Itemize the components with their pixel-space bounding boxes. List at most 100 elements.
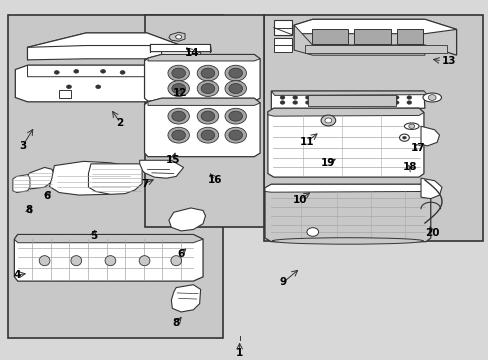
Polygon shape (267, 108, 423, 116)
Circle shape (167, 81, 189, 96)
Polygon shape (171, 285, 200, 312)
Text: 12: 12 (172, 88, 186, 98)
Polygon shape (420, 126, 439, 146)
Polygon shape (267, 108, 423, 177)
Circle shape (280, 101, 285, 104)
Circle shape (306, 228, 318, 236)
Circle shape (197, 65, 218, 81)
Polygon shape (148, 54, 260, 61)
Polygon shape (294, 19, 456, 34)
Text: 8: 8 (25, 206, 33, 216)
Circle shape (228, 84, 242, 94)
Circle shape (197, 108, 218, 124)
Polygon shape (14, 234, 203, 281)
Circle shape (368, 96, 373, 99)
Circle shape (427, 95, 435, 100)
Circle shape (197, 127, 218, 143)
Polygon shape (144, 54, 260, 101)
Circle shape (201, 111, 214, 121)
Ellipse shape (272, 238, 423, 244)
Ellipse shape (422, 93, 441, 102)
Polygon shape (161, 48, 200, 56)
Text: 7: 7 (141, 179, 148, 189)
Polygon shape (294, 25, 424, 55)
Ellipse shape (404, 123, 418, 130)
Circle shape (325, 118, 331, 123)
Circle shape (171, 130, 185, 140)
Polygon shape (140, 160, 183, 178)
Circle shape (171, 111, 185, 121)
Text: 19: 19 (321, 158, 335, 168)
Polygon shape (168, 208, 205, 231)
Polygon shape (271, 91, 427, 95)
Circle shape (330, 96, 335, 99)
Circle shape (305, 96, 310, 99)
Bar (59, 90, 71, 98)
Bar (8, 15, 222, 338)
Circle shape (167, 127, 189, 143)
Polygon shape (13, 175, 30, 193)
Circle shape (228, 130, 242, 140)
Polygon shape (27, 33, 185, 60)
Bar (305, 45, 446, 53)
Polygon shape (271, 91, 424, 109)
Polygon shape (152, 69, 207, 87)
Bar (353, 29, 390, 44)
Circle shape (406, 96, 411, 99)
Bar (144, 15, 264, 226)
Text: 16: 16 (207, 175, 222, 185)
Polygon shape (88, 164, 142, 194)
Polygon shape (168, 32, 184, 41)
Circle shape (292, 96, 297, 99)
Circle shape (280, 96, 285, 99)
Polygon shape (144, 98, 260, 157)
Polygon shape (14, 234, 203, 243)
Text: 13: 13 (441, 56, 456, 66)
Bar (311, 29, 347, 44)
Text: 6: 6 (177, 248, 184, 258)
Text: 8: 8 (172, 319, 180, 328)
Bar (264, 15, 483, 241)
Circle shape (96, 85, 101, 89)
Circle shape (120, 71, 125, 74)
Circle shape (292, 101, 297, 104)
Text: 6: 6 (43, 191, 51, 201)
Circle shape (101, 69, 105, 73)
Circle shape (74, 69, 79, 73)
Text: 10: 10 (292, 195, 306, 205)
Bar (396, 29, 423, 44)
Polygon shape (264, 184, 430, 192)
Circle shape (330, 101, 335, 104)
Circle shape (318, 96, 323, 99)
Circle shape (197, 81, 218, 96)
Polygon shape (150, 44, 211, 51)
Circle shape (167, 108, 189, 124)
Text: 11: 11 (299, 137, 313, 147)
Polygon shape (148, 98, 260, 105)
Polygon shape (264, 184, 430, 242)
Circle shape (201, 68, 214, 78)
Circle shape (408, 124, 414, 129)
Polygon shape (27, 65, 185, 77)
Text: 20: 20 (424, 228, 439, 238)
Ellipse shape (105, 256, 116, 266)
Ellipse shape (170, 256, 181, 266)
Circle shape (305, 101, 310, 104)
Ellipse shape (139, 256, 150, 266)
Circle shape (343, 96, 347, 99)
Text: 14: 14 (184, 48, 199, 58)
Bar (307, 95, 395, 106)
Circle shape (368, 101, 373, 104)
Circle shape (171, 84, 185, 94)
Text: 18: 18 (402, 162, 417, 172)
Text: 9: 9 (279, 277, 286, 287)
Text: 17: 17 (410, 143, 425, 153)
Circle shape (224, 65, 246, 81)
Circle shape (175, 35, 181, 39)
Ellipse shape (71, 256, 81, 266)
Circle shape (381, 101, 386, 104)
Text: 5: 5 (89, 230, 97, 240)
Circle shape (228, 111, 242, 121)
Polygon shape (25, 167, 54, 189)
Polygon shape (420, 178, 441, 199)
